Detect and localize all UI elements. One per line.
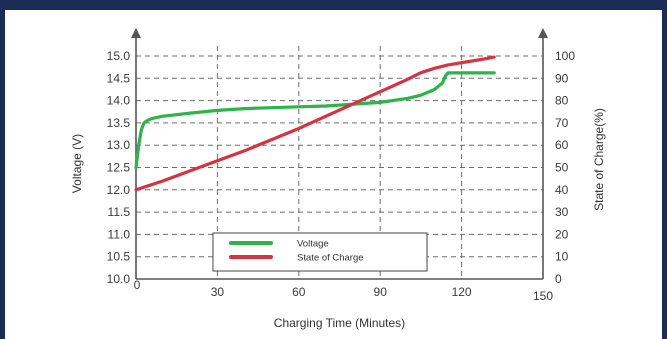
y-axis-right-arrow xyxy=(538,28,548,38)
x-tick-label: 120 xyxy=(452,285,472,299)
x-axis-label: Charging Time (Minutes) xyxy=(274,316,405,330)
y-right-tick-label: 20 xyxy=(555,227,569,241)
y-right-tick-label: 10 xyxy=(555,250,569,264)
y-right-tick-label: 40 xyxy=(555,183,569,197)
y-axis-label-left: Voltage (V) xyxy=(70,134,84,193)
x-tick-label: 90 xyxy=(374,285,388,299)
series-line-voltage xyxy=(134,71,496,170)
y-right-tick-label: 90 xyxy=(555,71,569,85)
y-left-tick-label: 15.0 xyxy=(107,49,131,63)
x-tick-label: 60 xyxy=(292,285,306,299)
legend-label: Voltage xyxy=(297,239,329,250)
legend: Voltage State of Charge xyxy=(212,232,428,272)
series-lines xyxy=(134,55,496,192)
y-left-tick-label: 11.0 xyxy=(108,227,131,241)
y-right-tick-label: 70 xyxy=(555,116,569,130)
y-right-tick-label: 80 xyxy=(555,94,569,108)
dual-axis-line-chart: 10.0 10.5 11.0 11.5 12.0 12.5 13.0 13.5 14.0 14.5… xyxy=(70,28,606,330)
y-left-tick-label: 12.5 xyxy=(107,161,131,175)
y-axis-label-right: State of Charge(%) xyxy=(592,108,606,211)
y-right-tick-label: 100 xyxy=(555,49,575,63)
x-tick-label: 150 xyxy=(533,289,553,303)
y-left-tick-label: 10.0 xyxy=(107,272,131,286)
x-tick-label: 30 xyxy=(211,285,225,299)
tick-labels: 10.0 10.5 11.0 11.5 12.0 12.5 13.0 13.5 14.0 14.5… xyxy=(107,49,576,303)
grid xyxy=(136,46,543,279)
y-left-tick-label: 10.5 xyxy=(107,250,131,264)
y-right-tick-label: 0 xyxy=(555,272,562,286)
y-left-tick-label: 13.0 xyxy=(107,138,131,152)
y-right-tick-label: 60 xyxy=(555,138,569,152)
y-left-tick-label: 14.5 xyxy=(107,71,131,85)
series-line-state-of-charge xyxy=(134,55,496,192)
legend-label: State of Charge xyxy=(297,253,364,264)
x-tick-label: 0 xyxy=(134,278,141,292)
y-left-tick-label: 13.5 xyxy=(107,116,131,130)
y-right-tick-label: 50 xyxy=(555,161,569,175)
legend-box xyxy=(212,232,428,272)
y-left-tick-label: 11.5 xyxy=(108,205,131,219)
y-left-tick-label: 14.0 xyxy=(107,94,131,108)
y-axis-left-arrow xyxy=(131,28,141,38)
y-left-tick-label: 12.0 xyxy=(107,183,131,197)
y-right-tick-label: 30 xyxy=(555,205,569,219)
